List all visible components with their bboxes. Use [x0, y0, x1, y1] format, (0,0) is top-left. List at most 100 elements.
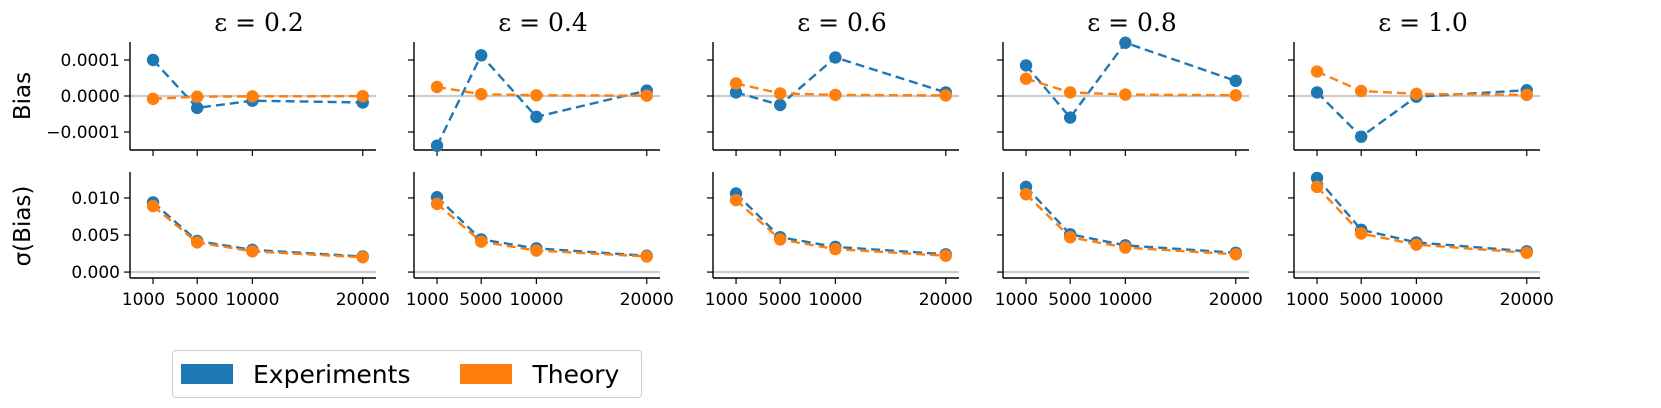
- theory-line: [1025, 77, 1236, 97]
- theory-point: [1410, 87, 1423, 101]
- x-tick-label: 10000: [225, 290, 279, 310]
- experiments-point: [1063, 111, 1077, 124]
- theory-line: [1316, 186, 1527, 254]
- theory-point: [246, 90, 259, 103]
- theory-point: [1063, 231, 1077, 244]
- x-tick-label: 1000: [1286, 290, 1329, 310]
- x-tick-label: 10000: [1389, 290, 1443, 310]
- theory-point: [1520, 246, 1533, 259]
- theory-point: [1354, 84, 1368, 98]
- theory-point: [1119, 241, 1132, 254]
- experiments-point: [1310, 86, 1324, 99]
- theory-point: [729, 77, 743, 90]
- x-tick-label: 10000: [808, 290, 862, 310]
- legend-item-theory: Theory: [460, 360, 619, 389]
- experiments-line: [1025, 186, 1236, 254]
- experiments-point: [530, 110, 543, 124]
- legend-swatch-theory: [460, 364, 513, 384]
- experiments-line: [152, 59, 363, 110]
- x-tick-label: 5000: [175, 290, 218, 310]
- theory-point: [430, 197, 444, 211]
- legend: Experiments Theory: [172, 350, 642, 398]
- bias-subplot: [997, 36, 1249, 156]
- theory-point: [146, 92, 160, 106]
- panel-title: ε = 1.0: [1378, 8, 1468, 37]
- y-tick-label: 0.000: [71, 263, 120, 283]
- panel-1: ε = 0.2 0.0001 0.0000 −0.0001 0.010 0.005 0.00…: [46, 8, 390, 310]
- theory-point: [640, 89, 653, 102]
- x-tick-label: 20000: [1209, 290, 1263, 310]
- x-tick-label: 1000: [995, 290, 1038, 310]
- x-tick-label: 20000: [919, 290, 973, 310]
- theory-point: [829, 242, 842, 256]
- sigma-subplot: 1000 5000 10000 20000: [995, 172, 1263, 310]
- experiments-point: [474, 49, 488, 62]
- y-tick-label: 0.010: [71, 189, 120, 209]
- theory-point: [356, 251, 369, 264]
- theory-point: [1063, 86, 1077, 99]
- x-tick-label: 10000: [1098, 290, 1152, 310]
- sigma-subplot: 1000 5000 10000 20000: [406, 172, 674, 310]
- panel-4: ε = 0.8 1000 5000 10000 20000: [995, 8, 1263, 310]
- x-tick-label: 20000: [336, 290, 390, 310]
- theory-line: [735, 82, 946, 97]
- panel-2: ε = 0.4 1000 5000 10000 20000: [406, 8, 674, 310]
- theory-point: [1520, 88, 1533, 102]
- x-tick-label: 1000: [406, 290, 449, 310]
- experiments-line: [735, 56, 947, 107]
- theory-point: [356, 89, 369, 103]
- theory-point: [430, 80, 444, 94]
- theory-line: [436, 85, 647, 97]
- y-tick-label: 0.005: [71, 226, 120, 246]
- bias-subplot: [1288, 42, 1540, 156]
- theory-point: [1354, 227, 1368, 240]
- theory-point: [829, 88, 842, 102]
- theory-point: [246, 245, 259, 258]
- panel-title: ε = 0.2: [214, 8, 304, 37]
- experiments-line: [436, 196, 647, 257]
- theory-line: [1025, 193, 1236, 256]
- theory-line: [152, 205, 363, 259]
- legend-swatch-experiments: [181, 364, 233, 384]
- legend-label-experiments: Experiments: [253, 359, 411, 389]
- theory-point: [1310, 180, 1324, 194]
- theory-point: [1310, 65, 1324, 78]
- sigma-subplot: 1000 5000 10000 20000: [1286, 171, 1554, 310]
- legend-label-theory: Theory: [532, 359, 620, 389]
- theory-line: [436, 202, 647, 258]
- experiments-point: [829, 51, 842, 64]
- theory-point: [1229, 248, 1242, 261]
- theory-point: [1410, 238, 1423, 251]
- x-tick-label: 1000: [705, 290, 748, 310]
- theory-point: [939, 249, 952, 262]
- experiments-line: [435, 53, 648, 147]
- experiments-point: [430, 139, 444, 152]
- y-tick-label: −0.0001: [46, 123, 120, 143]
- x-tick-label: 1000: [122, 290, 165, 310]
- experiments-point: [1310, 171, 1324, 185]
- theory-line: [1316, 70, 1527, 97]
- theory-line: [735, 199, 946, 257]
- experiments-point: [146, 53, 160, 67]
- experiments-line: [735, 192, 946, 256]
- theory-point: [773, 87, 787, 100]
- theory-point: [1229, 89, 1242, 102]
- panel-title: ε = 0.8: [1087, 8, 1177, 37]
- sigma-subplot: 1000 5000 10000 20000: [705, 172, 973, 310]
- x-tick-label: 5000: [1048, 290, 1091, 310]
- theory-line: [152, 94, 363, 101]
- theory-point: [640, 250, 653, 263]
- experiments-point: [190, 101, 204, 115]
- experiments-point: [1019, 59, 1033, 72]
- bias-subplot: 0.0001 0.0000 −0.0001: [46, 42, 376, 156]
- y-tick-label: 0.0001: [61, 51, 120, 71]
- theory-point: [190, 236, 204, 249]
- theory-point: [146, 199, 160, 213]
- x-tick-label: 20000: [1500, 290, 1554, 310]
- legend-item-experiments: Experiments: [181, 360, 410, 389]
- theory-point: [1119, 88, 1132, 101]
- theory-point: [729, 193, 743, 207]
- experiments-point: [1229, 74, 1242, 88]
